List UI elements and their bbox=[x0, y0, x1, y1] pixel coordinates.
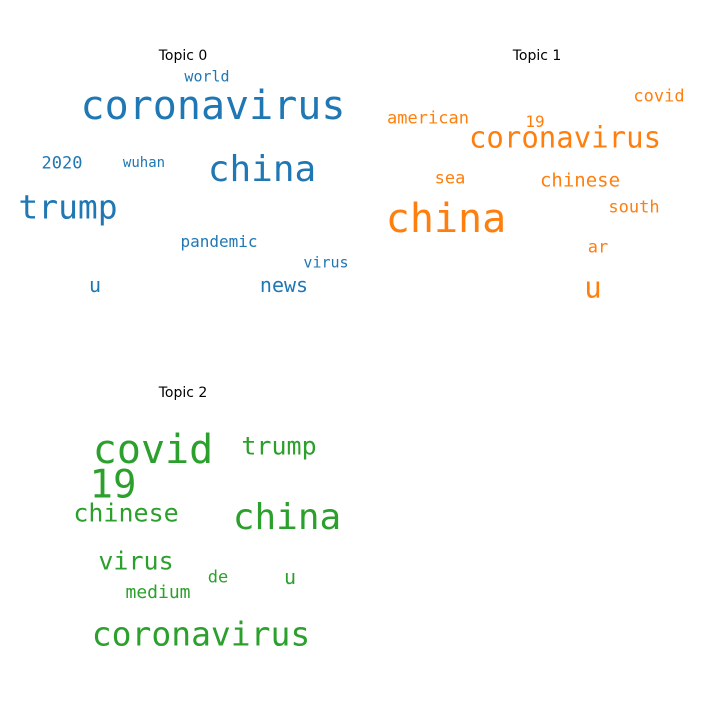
topic-0-panel: Topic 0 coronavirus china trump news u 2020 pa… bbox=[0, 0, 370, 340]
topic-1-word-coronavirus: coronavirus bbox=[468, 120, 662, 155]
topic-0-word-world: world bbox=[184, 67, 230, 86]
topic-0-word-coronavirus: coronavirus bbox=[80, 83, 346, 129]
topic-1-word-american: american bbox=[387, 108, 469, 129]
topic-2-word-19: 19 bbox=[89, 462, 137, 508]
topic-2-word-chinese: chinese bbox=[73, 498, 179, 528]
topic-1-word-south: south bbox=[608, 197, 660, 218]
topic-0-word-news: news bbox=[259, 273, 309, 297]
topic-0-word-u: u bbox=[88, 273, 102, 297]
topic-0-word-trump: trump bbox=[18, 187, 118, 227]
topic-0-title: Topic 0 bbox=[158, 48, 208, 64]
topic-2-word-coronavirus: coronavirus bbox=[91, 614, 311, 654]
topic-2-panel: Topic 2 covid 19 china coronavirus trump chin… bbox=[0, 340, 370, 720]
topic-2-title: Topic 2 bbox=[158, 385, 208, 401]
topic-1-panel: Topic 1 china coronavirus u chinese american… bbox=[360, 0, 720, 340]
topic-1-word-covid: covid bbox=[633, 86, 685, 107]
topic-2-word-trump: trump bbox=[241, 431, 317, 461]
topic-0-word-pandemic: pandemic bbox=[180, 232, 258, 251]
topic-1-word-u: u bbox=[584, 270, 602, 305]
topic-2-word-de: de bbox=[207, 567, 229, 588]
topic-1-title: Topic 1 bbox=[512, 48, 562, 64]
topic-2-word-china: china bbox=[232, 497, 342, 538]
topic-2-word-covid: covid bbox=[92, 427, 214, 473]
topic-0-word-virus: virus bbox=[303, 253, 349, 272]
topic-1-word-china: china bbox=[385, 196, 507, 242]
topic-2-word-medium: medium bbox=[125, 582, 191, 603]
topic-2-word-virus: virus bbox=[98, 546, 174, 576]
topic-2-word-u: u bbox=[283, 565, 297, 589]
topic-0-word-2020: 2020 bbox=[41, 153, 83, 174]
topic-0-word-wuhan: wuhan bbox=[122, 155, 166, 171]
topic-1-word-19: 19 bbox=[525, 112, 545, 131]
topic-1-word-ar: ar bbox=[587, 237, 609, 258]
topic-0-word-china: china bbox=[207, 149, 317, 190]
topic-1-word-sea: sea bbox=[434, 168, 466, 189]
topic-1-word-chinese: chinese bbox=[539, 169, 621, 192]
